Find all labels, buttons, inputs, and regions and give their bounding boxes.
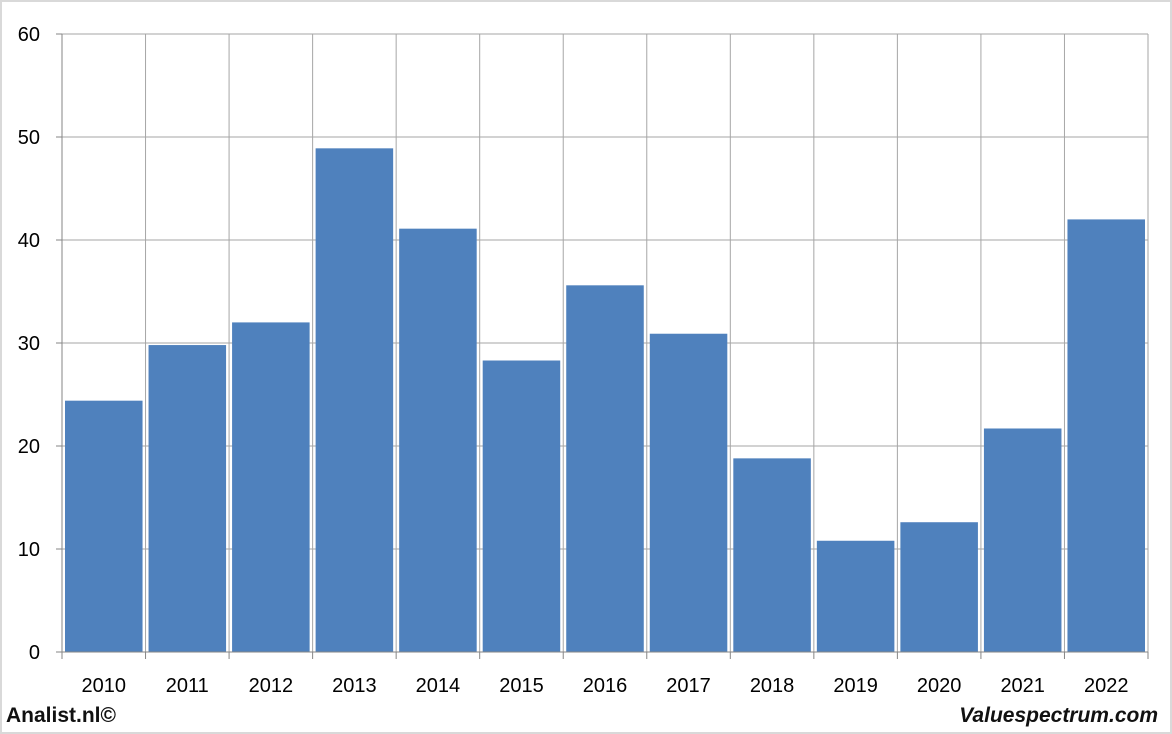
x-tick-label: 2018	[750, 675, 795, 697]
bar-2013	[315, 148, 394, 652]
x-tick-label: 2013	[332, 675, 377, 697]
bar-2018	[733, 458, 811, 652]
bar-2016	[566, 285, 644, 652]
y-tick-label: 60	[18, 24, 40, 46]
source-credit-right: Valuespectrum.com	[959, 704, 1158, 727]
bar-2010	[65, 400, 143, 652]
bar-2014	[399, 228, 477, 653]
x-tick-label: 2012	[249, 675, 294, 697]
y-tick-label: 20	[18, 436, 40, 458]
x-tick-label: 2014	[416, 675, 461, 697]
x-tick-label: 2022	[1084, 675, 1129, 697]
x-tick-label: 2011	[166, 675, 209, 697]
x-tick-label: 2019	[833, 675, 878, 697]
bar-2022	[1067, 219, 1145, 652]
axes	[56, 33, 1149, 659]
y-tick-label: 0	[29, 642, 40, 664]
bar-2020	[900, 522, 978, 652]
y-tick-label: 10	[18, 539, 40, 561]
x-tick-label: 2017	[666, 675, 711, 697]
x-tick-label: 2020	[917, 675, 962, 697]
x-tick-label: 2015	[499, 675, 544, 697]
y-tick-label: 50	[18, 127, 40, 149]
x-tick-label: 2021	[1000, 675, 1045, 697]
bar-2019	[816, 540, 895, 652]
y-tick-label: 40	[18, 230, 40, 252]
x-tick-label: 2010	[82, 675, 127, 697]
bar-2012	[232, 322, 310, 652]
y-tick-label: 30	[18, 333, 40, 355]
bar-2015	[482, 360, 561, 652]
bar-2011	[148, 345, 227, 652]
bar-2021	[983, 428, 1062, 652]
source-credit-left: Analist.nl©	[6, 704, 116, 727]
bars	[65, 148, 1145, 653]
x-tick-label: 2016	[583, 675, 628, 697]
bar-2017	[649, 333, 728, 652]
x-tick-labels: 2010 2011 2012 2013 2014 2015 2016 2017 2018 2019…	[82, 675, 1129, 697]
y-tick-labels: 0 10 20 30 40 50 60	[18, 24, 40, 664]
